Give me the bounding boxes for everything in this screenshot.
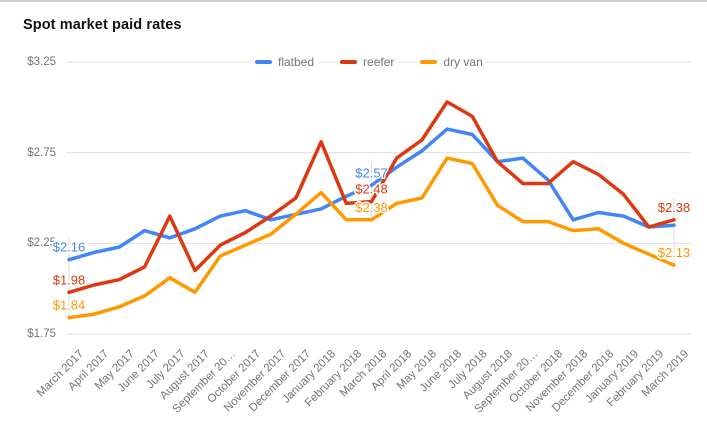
y-tick-label: $1.75	[27, 328, 56, 340]
y-tick-label: $2.25	[27, 237, 56, 250]
annotation-label: $1.84	[53, 298, 86, 313]
annotation-label: $2.13	[658, 245, 691, 260]
legend-swatch	[340, 60, 358, 64]
annotation-label: $2.57	[355, 165, 388, 180]
series-line-flatbed	[67, 127, 676, 262]
y-tick-label: $2.75	[27, 146, 56, 159]
annotation-label: $1.98	[53, 272, 86, 287]
legend-label: dry van	[443, 55, 483, 69]
legend-item-flatbed[interactable]: flatbed	[252, 55, 318, 69]
legend-label: reefer	[363, 55, 395, 69]
annotation-label: $2.16	[53, 240, 86, 255]
chart-legend: flatbed reefer dry van	[252, 55, 486, 69]
series-line-reefer	[67, 100, 676, 295]
top-border-line	[0, 0, 707, 2]
y-tick-label: $3.25	[27, 56, 56, 68]
legend-swatch	[255, 60, 272, 64]
legend-item-dry-van[interactable]: dry van	[417, 55, 486, 69]
annotation-label: $2.38	[658, 200, 691, 215]
legend-item-reefer[interactable]: reefer	[337, 55, 398, 69]
legend-label: flatbed	[278, 55, 315, 69]
annotation-label: $2.48	[355, 182, 388, 197]
series-line-dry-van	[67, 156, 676, 320]
legend-swatch	[420, 60, 438, 64]
chart-title: Spot market paid rates	[23, 17, 182, 33]
annotation-label: $2.38	[355, 200, 388, 215]
